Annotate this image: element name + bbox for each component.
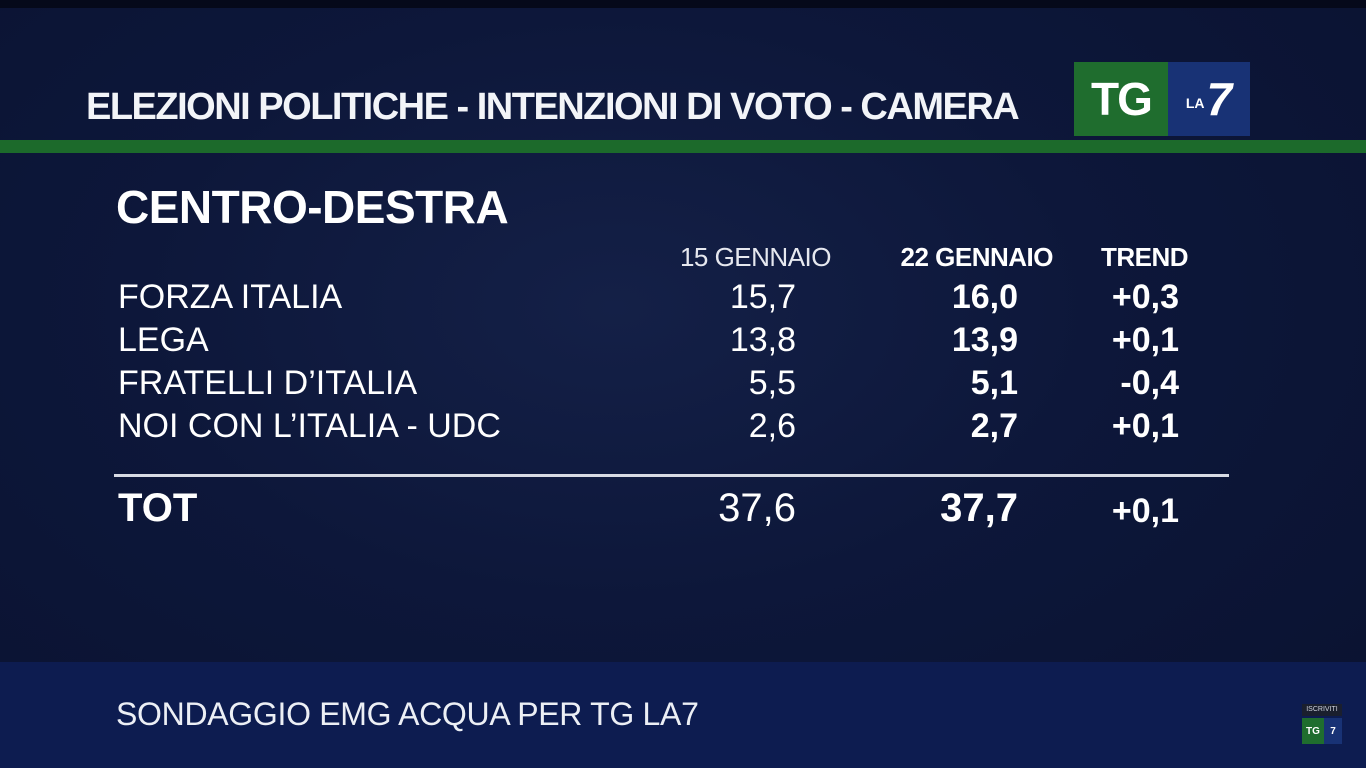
table-row: NOI CON L’ITALIA - UDC 2,6 2,7 +0,1 <box>0 407 1366 449</box>
party-name: FORZA ITALIA <box>118 278 343 316</box>
party-name: LEGA <box>118 321 209 359</box>
curr-value: 2,7 <box>970 407 1018 445</box>
trend-value: -0,4 <box>1120 364 1179 402</box>
curr-value: 5,1 <box>970 364 1018 402</box>
total-row: TOT 37,6 37,7 +0,1 <box>0 486 1366 530</box>
logo-seven: 7 <box>1206 73 1233 125</box>
party-name: FRATELLI D’ITALIA <box>118 364 418 402</box>
column-header-curr: 22 GENNAIO <box>900 242 1054 272</box>
prev-value: 13,8 <box>729 321 796 359</box>
trend-value: +0,3 <box>1111 278 1179 316</box>
party-name: NOI CON L’ITALIA - UDC <box>118 407 501 445</box>
total-prev-value: 37,6 <box>718 486 796 530</box>
prev-value: 5,5 <box>748 364 796 402</box>
logo-la: LA <box>1185 95 1205 111</box>
total-label: TOT <box>118 486 198 530</box>
curr-value: 16,0 <box>951 278 1018 316</box>
column-header-trend: TREND <box>1100 242 1189 272</box>
subscribe-badge[interactable]: ISCRIVITI TG 7 <box>1302 704 1342 744</box>
prev-value: 2,6 <box>748 407 796 445</box>
top-strip <box>0 0 1366 8</box>
trend-value: +0,1 <box>1111 407 1179 445</box>
total-divider <box>114 474 1229 477</box>
total-trend-value: +0,1 <box>1111 492 1179 530</box>
subscribe-label: ISCRIVITI <box>1302 704 1342 716</box>
poll-source: SONDAGGIO EMG ACQUA PER TG LA7 <box>116 696 699 732</box>
tg-la7-logo: TG LA 7 <box>1074 62 1250 136</box>
column-header-prev: 15 GENNAIO <box>679 242 832 272</box>
table-row: FRATELLI D’ITALIA 5,5 5,1 -0,4 <box>0 364 1366 406</box>
section-title: CENTRO-DESTRA <box>116 181 509 233</box>
mini-logo-seven: 7 <box>1324 718 1342 744</box>
mini-logo-tg: TG <box>1302 718 1324 744</box>
logo-tg: TG <box>1074 62 1168 136</box>
trend-value: +0,1 <box>1111 321 1179 359</box>
header-title: ELEZIONI POLITICHE - INTENZIONI DI VOTO … <box>86 86 1020 128</box>
table-row: LEGA 13,8 13,9 +0,1 <box>0 321 1366 363</box>
curr-value: 13,9 <box>951 321 1018 359</box>
footer-band <box>0 662 1366 768</box>
prev-value: 15,7 <box>729 278 796 316</box>
mini-logo: TG 7 <box>1302 718 1342 744</box>
total-curr-value: 37,7 <box>940 486 1018 530</box>
logo-la7: LA 7 <box>1168 62 1250 136</box>
green-rule <box>0 140 1366 153</box>
table-row: FORZA ITALIA 15,7 16,0 +0,3 <box>0 278 1366 320</box>
